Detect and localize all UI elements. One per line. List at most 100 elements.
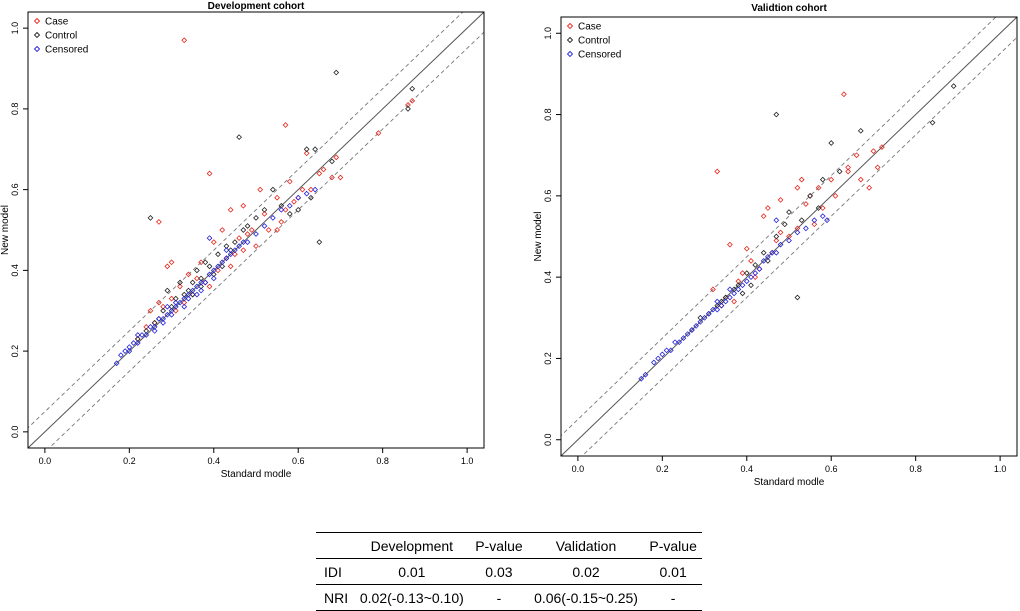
point-case bbox=[282, 122, 289, 128]
point-censored bbox=[697, 318, 704, 325]
point-control bbox=[286, 210, 293, 217]
point-case bbox=[777, 197, 784, 203]
point-control bbox=[295, 206, 302, 213]
point-control bbox=[798, 217, 805, 224]
point-case bbox=[375, 130, 382, 136]
point-control bbox=[164, 287, 171, 294]
reference-line-lower bbox=[48, 31, 484, 448]
point-censored bbox=[232, 247, 238, 254]
point-case bbox=[811, 221, 818, 228]
point-censored bbox=[722, 298, 729, 305]
point-censored bbox=[714, 306, 721, 313]
points bbox=[638, 83, 957, 382]
point-case bbox=[866, 184, 873, 191]
point-control bbox=[748, 282, 754, 289]
y-tick-label: 0.8 bbox=[543, 108, 553, 121]
point-control bbox=[316, 239, 323, 245]
point-censored bbox=[312, 186, 318, 193]
point-control bbox=[773, 111, 780, 118]
point-control bbox=[303, 146, 310, 153]
point-control bbox=[270, 186, 276, 193]
point-censored bbox=[160, 319, 166, 326]
x-axis-label: Standard modle bbox=[221, 469, 292, 480]
point-case bbox=[206, 283, 213, 290]
x-axis-label: Standard modle bbox=[754, 477, 825, 488]
row-label: IDI bbox=[324, 563, 342, 580]
point-censored bbox=[164, 303, 171, 310]
point-censored bbox=[215, 263, 221, 270]
plot-frame bbox=[27, 11, 485, 449]
legend-marker-control bbox=[566, 36, 574, 44]
point-control bbox=[815, 205, 822, 211]
point-censored bbox=[194, 283, 200, 290]
point-censored bbox=[714, 298, 721, 305]
point-censored bbox=[667, 347, 674, 354]
point-case bbox=[756, 266, 763, 272]
legend-marker-case bbox=[33, 17, 41, 25]
point-case bbox=[727, 241, 733, 248]
point-censored bbox=[693, 323, 699, 329]
idi-validation-p: 0.01 bbox=[659, 563, 687, 580]
point-case bbox=[815, 184, 822, 191]
y-axis-label: New model bbox=[533, 211, 544, 261]
point-control bbox=[177, 279, 183, 286]
legend-marker-censored bbox=[33, 45, 41, 53]
point-control bbox=[807, 192, 813, 199]
point-censored bbox=[663, 347, 670, 354]
nri-validation-p: - bbox=[670, 589, 676, 606]
chart-title: Validtion cohort bbox=[751, 3, 827, 14]
point-control bbox=[147, 215, 154, 221]
point-case bbox=[748, 258, 754, 264]
point-censored bbox=[803, 225, 809, 232]
point-case bbox=[206, 170, 213, 177]
point-censored bbox=[236, 243, 242, 250]
x-tick-label: 0.6 bbox=[825, 464, 838, 474]
legend-marker-censored bbox=[566, 50, 574, 58]
point-case bbox=[164, 263, 171, 270]
point-control bbox=[308, 194, 314, 201]
point-censored bbox=[278, 206, 285, 213]
point-case bbox=[274, 227, 280, 233]
legend: Case Control Censored bbox=[33, 17, 88, 56]
point-censored bbox=[181, 303, 188, 310]
point-control bbox=[752, 262, 759, 268]
point-case bbox=[261, 210, 268, 217]
point-censored bbox=[270, 215, 276, 221]
point-case bbox=[752, 274, 759, 281]
point-censored bbox=[164, 311, 171, 318]
point-censored bbox=[147, 324, 154, 330]
point-censored bbox=[219, 259, 226, 266]
y-tick-label: 0.4 bbox=[10, 264, 20, 277]
x-tick-label: 1.0 bbox=[994, 464, 1007, 474]
point-control bbox=[329, 158, 335, 165]
point-case bbox=[828, 176, 835, 183]
stats-header-p-value-val: P-value bbox=[649, 537, 697, 554]
idi-validation: 0.02 bbox=[572, 563, 600, 580]
point-case bbox=[803, 201, 809, 207]
x-tick-label: 1.0 bbox=[461, 456, 474, 466]
point-case bbox=[232, 251, 238, 258]
x-tick-label: 0.4 bbox=[741, 464, 754, 474]
legend-label-control: Control bbox=[578, 36, 610, 47]
point-case bbox=[798, 176, 805, 183]
stats-row-idi: IDI 0.01 0.03 0.02 0.01 bbox=[316, 559, 702, 585]
point-case bbox=[240, 202, 247, 209]
point-control bbox=[950, 83, 957, 89]
y-axis-label: New model bbox=[0, 205, 11, 255]
x-tick-label: 0.8 bbox=[909, 464, 922, 474]
point-censored bbox=[194, 291, 200, 298]
idi-development-p: 0.03 bbox=[485, 563, 513, 580]
point-case bbox=[743, 245, 750, 252]
point-case bbox=[794, 184, 801, 191]
point-censored bbox=[177, 299, 183, 306]
point-control bbox=[189, 279, 196, 286]
point-control bbox=[206, 263, 213, 270]
legend-label-censored: Censored bbox=[45, 45, 88, 56]
x-tick-label: 0.6 bbox=[292, 456, 305, 466]
point-censored bbox=[198, 279, 204, 286]
point-censored bbox=[240, 239, 247, 245]
point-case bbox=[731, 298, 737, 305]
point-case bbox=[168, 295, 175, 302]
point-censored bbox=[227, 251, 234, 258]
point-censored bbox=[122, 348, 128, 354]
